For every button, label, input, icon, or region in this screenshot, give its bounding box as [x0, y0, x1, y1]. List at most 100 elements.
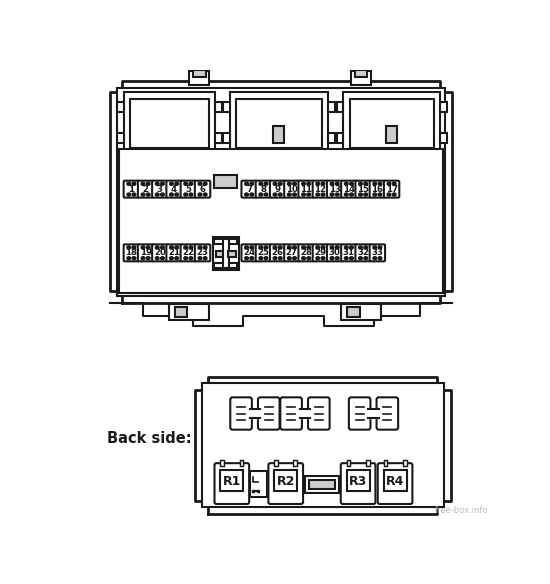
Text: 32: 32	[357, 248, 369, 258]
Ellipse shape	[204, 182, 207, 185]
Ellipse shape	[204, 257, 207, 260]
Bar	[214, 175, 237, 187]
Text: 26: 26	[272, 248, 284, 258]
Bar	[223, 102, 229, 113]
Ellipse shape	[146, 182, 150, 185]
Bar	[337, 102, 343, 113]
FancyBboxPatch shape	[195, 244, 210, 261]
Ellipse shape	[156, 257, 159, 260]
Ellipse shape	[321, 182, 325, 185]
Ellipse shape	[293, 246, 296, 249]
FancyBboxPatch shape	[308, 397, 329, 430]
Bar	[273, 126, 284, 143]
Ellipse shape	[288, 257, 291, 260]
Ellipse shape	[373, 193, 377, 196]
Ellipse shape	[132, 246, 136, 249]
Ellipse shape	[175, 257, 179, 260]
Ellipse shape	[316, 193, 320, 196]
FancyBboxPatch shape	[370, 244, 385, 261]
FancyBboxPatch shape	[152, 244, 168, 261]
Ellipse shape	[161, 257, 164, 260]
Ellipse shape	[141, 193, 145, 196]
FancyBboxPatch shape	[341, 463, 376, 504]
FancyBboxPatch shape	[152, 180, 168, 197]
Ellipse shape	[364, 182, 367, 185]
Bar	[337, 133, 343, 143]
Ellipse shape	[364, 246, 367, 249]
Ellipse shape	[344, 182, 348, 185]
Bar	[328, 102, 335, 113]
Ellipse shape	[156, 182, 159, 185]
FancyBboxPatch shape	[355, 180, 371, 197]
Ellipse shape	[250, 246, 254, 249]
Ellipse shape	[336, 246, 339, 249]
Ellipse shape	[198, 182, 202, 185]
FancyBboxPatch shape	[312, 244, 328, 261]
Ellipse shape	[198, 246, 202, 249]
Bar	[309, 479, 335, 489]
FancyBboxPatch shape	[124, 180, 139, 197]
Text: 31: 31	[343, 248, 355, 258]
Text: 22: 22	[182, 248, 194, 258]
FancyBboxPatch shape	[256, 244, 271, 261]
Ellipse shape	[330, 193, 334, 196]
Bar	[124, 92, 215, 154]
Ellipse shape	[175, 182, 179, 185]
Ellipse shape	[278, 257, 282, 260]
Ellipse shape	[198, 193, 202, 196]
FancyBboxPatch shape	[180, 180, 196, 197]
Bar	[119, 148, 443, 293]
Text: R2: R2	[277, 475, 295, 488]
Ellipse shape	[264, 193, 268, 196]
Bar	[214, 239, 237, 244]
Ellipse shape	[387, 193, 391, 196]
Ellipse shape	[245, 193, 249, 196]
Text: 4: 4	[171, 185, 177, 194]
Ellipse shape	[273, 193, 277, 196]
Text: 3: 3	[157, 185, 163, 194]
Text: R1: R1	[223, 475, 241, 488]
FancyBboxPatch shape	[327, 180, 342, 197]
Text: 20: 20	[154, 248, 166, 258]
Ellipse shape	[288, 182, 291, 185]
Ellipse shape	[316, 182, 320, 185]
Text: 8: 8	[260, 185, 266, 194]
Ellipse shape	[321, 246, 325, 249]
Text: 7: 7	[246, 185, 252, 194]
Ellipse shape	[293, 182, 296, 185]
Text: 1: 1	[128, 185, 134, 194]
FancyBboxPatch shape	[355, 244, 371, 261]
Ellipse shape	[127, 246, 130, 249]
Ellipse shape	[278, 246, 282, 249]
Bar	[117, 88, 445, 296]
FancyBboxPatch shape	[378, 463, 412, 504]
Bar	[351, 71, 371, 85]
Bar	[366, 460, 370, 466]
Ellipse shape	[350, 246, 353, 249]
Ellipse shape	[273, 257, 277, 260]
Ellipse shape	[344, 257, 348, 260]
Bar	[130, 99, 209, 148]
Bar	[305, 476, 339, 493]
Text: 14: 14	[343, 185, 355, 194]
Bar	[328, 133, 335, 143]
Ellipse shape	[330, 182, 334, 185]
Ellipse shape	[264, 257, 268, 260]
Ellipse shape	[336, 182, 339, 185]
FancyBboxPatch shape	[341, 180, 356, 197]
Bar	[216, 251, 223, 257]
Text: R4: R4	[386, 475, 404, 488]
Bar	[440, 102, 447, 113]
Text: 23: 23	[196, 248, 208, 258]
Bar	[348, 307, 360, 317]
Bar	[117, 133, 124, 143]
FancyBboxPatch shape	[341, 244, 356, 261]
Ellipse shape	[132, 182, 136, 185]
Text: 33: 33	[371, 248, 383, 258]
FancyBboxPatch shape	[284, 180, 300, 197]
Ellipse shape	[161, 193, 164, 196]
Text: free-box.info: free-box.info	[434, 506, 488, 515]
Ellipse shape	[245, 246, 249, 249]
Ellipse shape	[156, 193, 159, 196]
Text: 11: 11	[300, 185, 312, 194]
